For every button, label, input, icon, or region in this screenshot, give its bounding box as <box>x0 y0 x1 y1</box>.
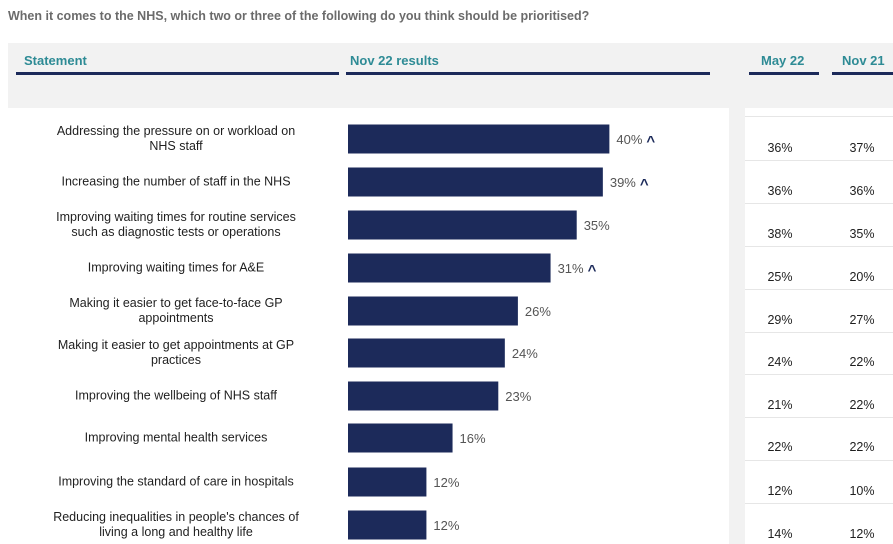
header-current-underline <box>346 72 710 75</box>
bar <box>348 167 603 197</box>
row-separator <box>745 160 893 161</box>
bar <box>348 124 610 154</box>
nov21-value: 36% <box>849 184 875 198</box>
statement-line: Increasing the number of staff in the NH… <box>61 174 291 189</box>
bar-value-label: 35% <box>584 218 610 233</box>
statement-label: Making it easier to get face-to-face GP a… <box>30 296 322 326</box>
nov21-value: 10% <box>849 484 875 498</box>
bar <box>348 296 518 326</box>
row-separator <box>745 203 893 204</box>
nov21-value: 22% <box>849 398 875 412</box>
bar-value-label: 40% <box>616 132 642 147</box>
header-nov21-underline <box>832 72 893 75</box>
statement-line: Reducing inequalities in people's chance… <box>53 510 299 524</box>
bar-value-label: 12% <box>433 518 459 533</box>
nov21-value: 22% <box>849 440 875 454</box>
may22-value: 36% <box>767 141 793 155</box>
may22-value: 36% <box>767 184 793 198</box>
significance-caret-icon: ^ <box>640 176 649 193</box>
bar-value-label: 39% <box>610 175 636 190</box>
row-separator <box>745 332 893 333</box>
significance-caret-icon: ^ <box>646 133 655 150</box>
header-may22-underline <box>749 72 819 75</box>
nov21-value: 20% <box>849 270 875 284</box>
bar-value-label: 23% <box>505 389 531 404</box>
statement-line: Improving the standard of care in hospit… <box>58 474 294 489</box>
statement-line: Improving waiting times for routine serv… <box>56 210 296 224</box>
bar <box>348 253 551 283</box>
statement-label: Improving mental health services <box>30 431 322 446</box>
row-separator <box>745 289 893 290</box>
header-nov21: Nov 21 <box>842 53 885 68</box>
header-current-results: Nov 22 results <box>350 53 439 68</box>
bar <box>348 423 453 453</box>
statement-line: appointments <box>138 311 214 325</box>
nov21-value: 37% <box>849 141 875 155</box>
statement-line: Improving mental health services <box>84 430 268 445</box>
statement-label: Increasing the number of staff in the NH… <box>30 175 322 190</box>
statement-line: living a long and healthy life <box>99 525 253 539</box>
statement-line: Making it easier to get appointments at … <box>57 338 295 352</box>
bar <box>348 510 427 540</box>
row-separator <box>745 417 893 418</box>
bar <box>348 381 499 411</box>
statement-line: Improving waiting times for A&E <box>87 260 265 275</box>
may22-value: 38% <box>767 227 793 241</box>
statement-label: Improving waiting times for A&E <box>30 261 322 276</box>
bar-value-label: 24% <box>512 346 538 361</box>
statement-line: Improving the wellbeing of NHS staff <box>75 388 277 403</box>
statement-line: such as diagnostic tests or operations <box>71 225 281 239</box>
statement-label: Making it easier to get appointments at … <box>30 338 322 368</box>
statement-label: Improving the standard of care in hospit… <box>30 475 322 490</box>
may22-value: 22% <box>767 440 793 454</box>
nov21-value: 22% <box>849 355 875 369</box>
statement-column <box>8 108 339 544</box>
bar-value-label: 16% <box>460 431 486 446</box>
header-statement-underline <box>16 72 339 75</box>
bar <box>348 467 427 497</box>
question-title: When it comes to the NHS, which two or t… <box>8 9 590 23</box>
bar-value-label: 31% <box>558 261 584 276</box>
statement-line: practices <box>150 353 202 367</box>
nov21-value: 12% <box>849 527 875 541</box>
bar-value-label: 12% <box>433 475 459 490</box>
row-separator <box>745 374 893 375</box>
row-separator <box>745 503 893 504</box>
significance-caret-icon: ^ <box>588 262 597 279</box>
row-separator <box>745 246 893 247</box>
may22-value: 21% <box>767 398 793 412</box>
comparison-columns <box>745 108 893 544</box>
row-separator <box>745 460 893 461</box>
header-statement: Statement <box>24 53 87 68</box>
bar <box>348 338 505 368</box>
may22-value: 25% <box>767 270 793 284</box>
statement-line: NHS staff <box>149 139 203 153</box>
row-separator <box>745 116 893 117</box>
nov21-value: 35% <box>849 227 875 241</box>
header-may22: May 22 <box>761 53 805 68</box>
statement-label: Reducing inequalities in people's chance… <box>30 510 322 540</box>
bar-value-label: 26% <box>525 304 551 319</box>
may22-value: 24% <box>767 355 793 369</box>
nov21-value: 27% <box>849 313 875 327</box>
may22-value: 29% <box>767 313 793 327</box>
statement-label: Improving the wellbeing of NHS staff <box>30 389 322 404</box>
statement-label: Improving waiting times for routine serv… <box>30 210 322 240</box>
bar <box>348 210 577 240</box>
may22-value: 14% <box>767 527 793 541</box>
statement-line: Addressing the pressure on or workload o… <box>56 124 296 138</box>
statement-label: Addressing the pressure on or workload o… <box>30 124 322 154</box>
may22-value: 12% <box>767 484 793 498</box>
statement-line: Making it easier to get face-to-face GP <box>69 296 283 310</box>
